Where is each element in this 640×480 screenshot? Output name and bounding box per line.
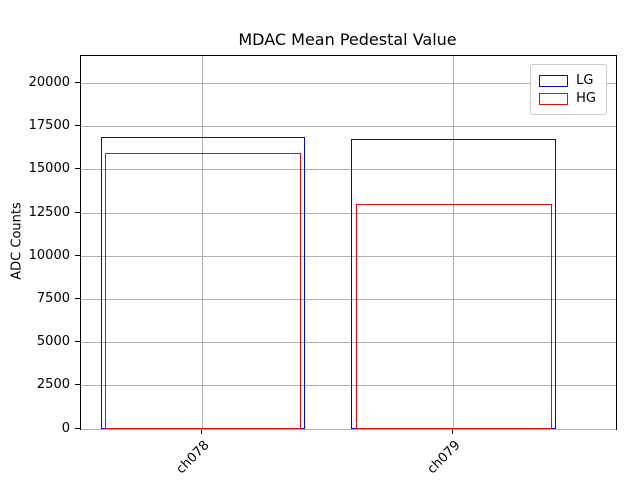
y-tick-mark [75,168,80,170]
gridline-h [81,342,616,344]
y-tick-label: 7500 [36,290,70,306]
legend-entry-lg: LG [539,73,596,88]
gridline-h [81,169,616,171]
y-tick-mark [75,297,80,299]
x-tick-label-ch079: ch079 [424,438,464,478]
y-tick-label: 20000 [28,75,70,91]
y-tick-label: 17500 [28,118,70,134]
x-tick-label-ch078: ch078 [173,438,213,478]
legend-swatch-lg [539,74,569,87]
gridline-v [453,56,455,429]
y-tick-label: 15000 [28,161,70,177]
x-tick-mark [201,429,203,434]
y-tick-mark [75,254,80,256]
bar-hg-ch079 [355,203,552,429]
gridline-h [81,255,616,257]
y-tick-mark [75,384,80,386]
y-tick-mark [75,125,80,127]
legend-label: LG [576,73,594,88]
gridline-v [202,56,204,429]
plot-area: LG HG [80,55,617,430]
y-tick-label: 2500 [36,377,70,393]
y-tick-mark [75,82,80,84]
gridline-h [81,212,616,214]
gridline-h [81,83,616,85]
y-tick-label: 5000 [36,334,70,350]
legend-label: HG [576,91,596,106]
gridline-h [81,126,616,128]
gridline-h [81,385,616,387]
gridline-h [81,298,616,300]
y-tick-mark [75,211,80,213]
y-tick-mark [75,427,80,429]
chart-title: MDAC Mean Pedestal Value [238,30,457,49]
x-tick-mark [452,429,454,434]
y-tick-label: 10000 [28,247,70,263]
y-tick-label: 0 [61,420,70,436]
legend-entry-hg: HG [539,91,596,106]
legend-swatch-hg [539,92,569,105]
y-tick-mark [75,341,80,343]
gridline-h [81,428,616,430]
legend: LG HG [530,64,607,115]
y-tick-label: 12500 [28,204,70,220]
bar-hg-ch078 [105,152,301,429]
